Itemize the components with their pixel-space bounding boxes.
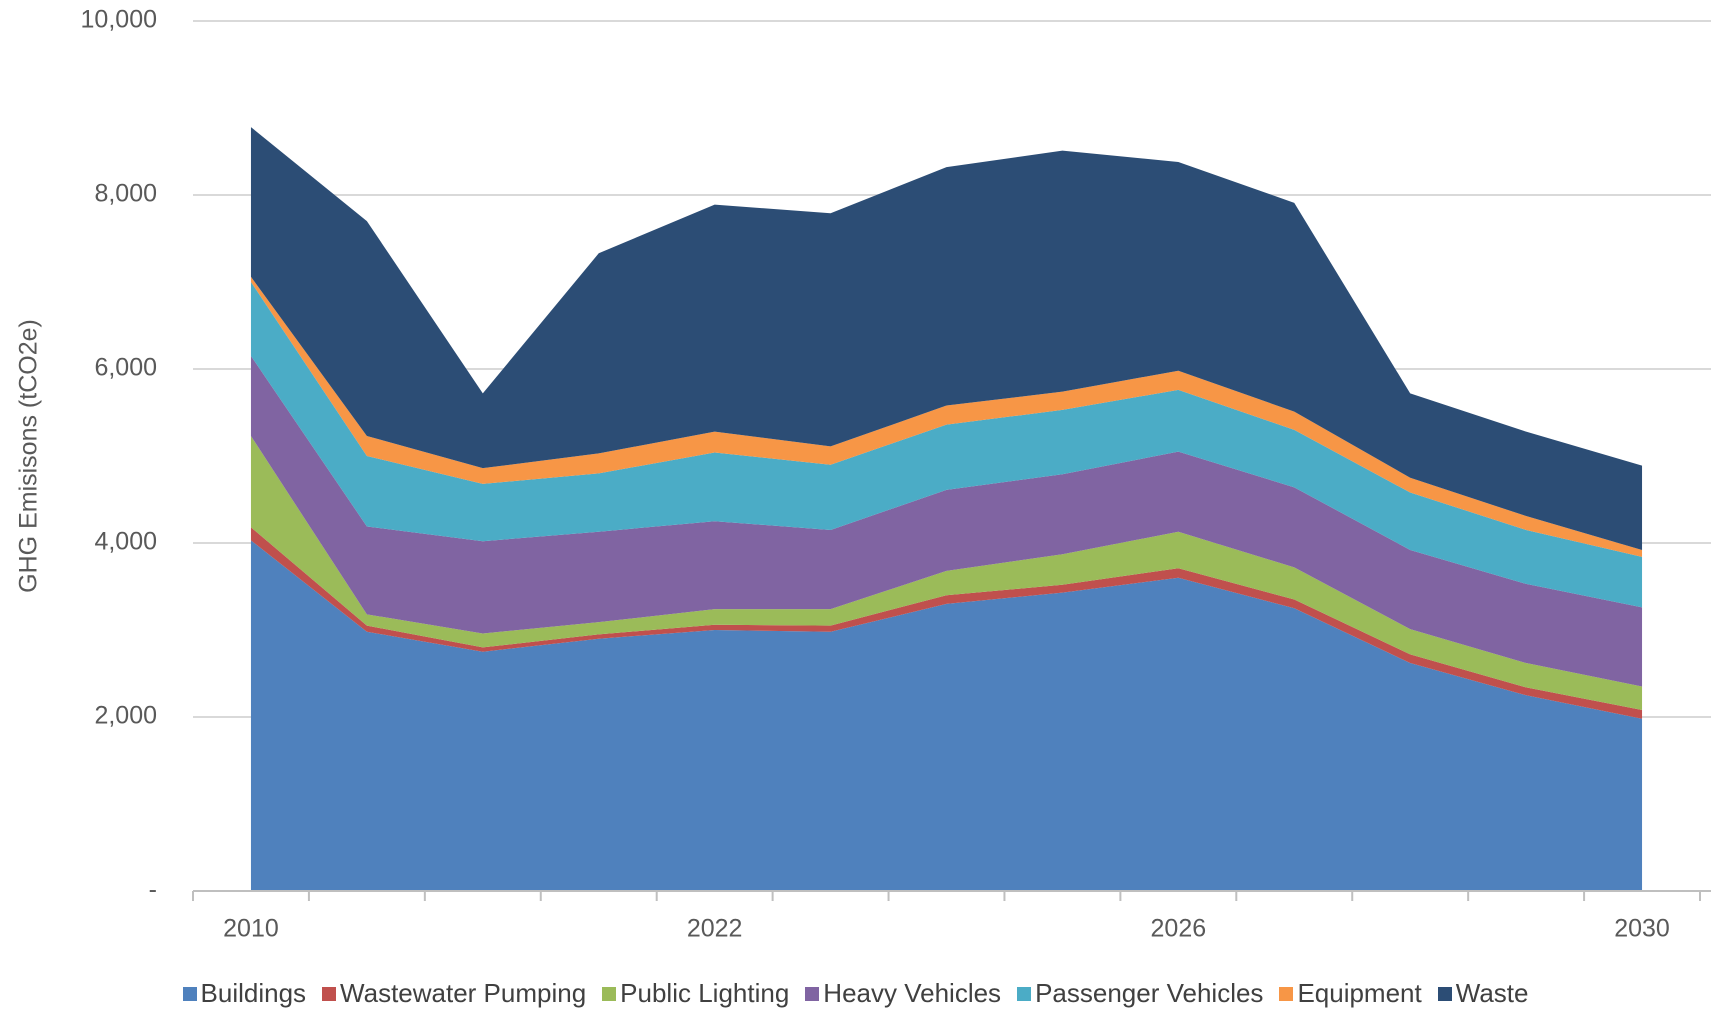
- x-tick-label: 2026: [1151, 915, 1207, 943]
- legend-label: Wastewater Pumping: [340, 978, 587, 1008]
- legend-label: Buildings: [200, 978, 307, 1008]
- legend-swatch: [805, 986, 820, 1001]
- legend-item: Passenger Vehicles: [1017, 978, 1263, 1009]
- legend-swatch: [182, 986, 197, 1001]
- legend-label: Public Lighting: [620, 978, 790, 1008]
- area: [250, 282, 1643, 608]
- legend-swatch: [1279, 986, 1294, 1001]
- legend-item: Buildings: [182, 978, 307, 1009]
- y-tick-label: -: [149, 876, 157, 904]
- legend-item: Wastewater Pumping: [322, 978, 586, 1009]
- y-tick-label: 8,000: [94, 180, 157, 208]
- legend-item: Waste: [1437, 978, 1529, 1009]
- area: [250, 540, 1643, 891]
- y-axis-label: GHG Emisisons (tCO2e): [15, 319, 43, 593]
- area: [250, 276, 1643, 557]
- legend: Buildings Wastewater Pumping Public Lighti…: [0, 978, 1711, 1009]
- legend-swatch: [1437, 986, 1452, 1001]
- area: [250, 435, 1643, 711]
- y-tick-label: 6,000: [94, 354, 157, 382]
- x-tick-label: 2022: [687, 915, 743, 943]
- y-tick-label: 4,000: [94, 528, 157, 556]
- y-tick-label: 10,000: [81, 6, 157, 34]
- legend-item: Public Lighting: [602, 978, 789, 1009]
- legend-item: Heavy Vehicles: [805, 978, 1001, 1009]
- x-tick-label: 2010: [223, 915, 279, 943]
- chart: GHG Emisisons (tCO2e) - 2,000 4,000 6,000 8,…: [15, 6, 1711, 943]
- x-tick-label: 2030: [1614, 915, 1670, 943]
- legend-label: Passenger Vehicles: [1035, 978, 1264, 1008]
- legend-swatch: [1017, 986, 1032, 1001]
- legend-label: Heavy Vehicles: [823, 978, 1002, 1008]
- legend-label: Waste: [1455, 978, 1529, 1008]
- y-tick-label: 2,000: [94, 702, 157, 730]
- legend-label: Equipment: [1297, 978, 1422, 1008]
- legend-swatch: [322, 986, 337, 1001]
- legend-item: Equipment: [1279, 978, 1422, 1009]
- area: [250, 127, 1643, 550]
- area: [250, 355, 1643, 687]
- legend-swatch: [602, 986, 617, 1001]
